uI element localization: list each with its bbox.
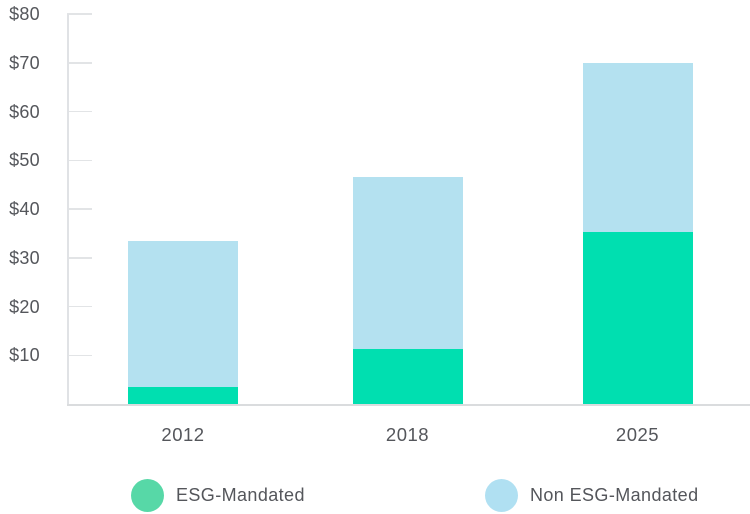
y-axis-label: $10 (9, 345, 40, 366)
x-axis-label: 2012 (161, 424, 205, 445)
y-axis-label: $80 (9, 4, 40, 24)
y-tick-mark (67, 354, 92, 356)
bar-2025-non-esg-mandated (582, 62, 693, 233)
bar-2018-esg-mandated (352, 348, 463, 404)
legend-item: Non ESG-Mandated (485, 479, 699, 512)
y-tick-mark (67, 13, 92, 15)
x-axis-label: 2018 (385, 424, 430, 445)
bar-2018-non-esg-mandated (352, 177, 463, 349)
y-axis-label: $50 (9, 150, 40, 171)
y-tick-mark (67, 159, 92, 161)
y-axis-label: $60 (9, 101, 40, 122)
y-tick-mark (67, 110, 92, 113)
legend-label: Non ESG-Mandated (530, 485, 699, 505)
legend-swatch-circle-icon (131, 479, 164, 512)
bar-2025-esg-mandated (582, 232, 693, 404)
y-axis-label: $70 (9, 52, 40, 73)
x-axis-line (67, 404, 750, 406)
y-tick-mark (67, 62, 92, 64)
y-axis-label: $20 (9, 296, 40, 317)
y-axis-label: $30 (9, 247, 40, 268)
legend-label: ESG-Mandated (176, 485, 305, 505)
x-axis-label: 2025 (615, 424, 660, 445)
y-axis-line (67, 14, 69, 404)
y-axis-label: $40 (9, 199, 40, 219)
y-tick-mark (67, 208, 92, 210)
legend-item: ESG-Mandated (131, 479, 305, 512)
bar-2012-non-esg-mandated (128, 240, 238, 387)
legend-swatch-circle-icon (485, 479, 518, 512)
bar-2012-esg-mandated (128, 386, 238, 404)
y-tick-mark (67, 257, 92, 259)
y-tick-mark (67, 305, 92, 308)
